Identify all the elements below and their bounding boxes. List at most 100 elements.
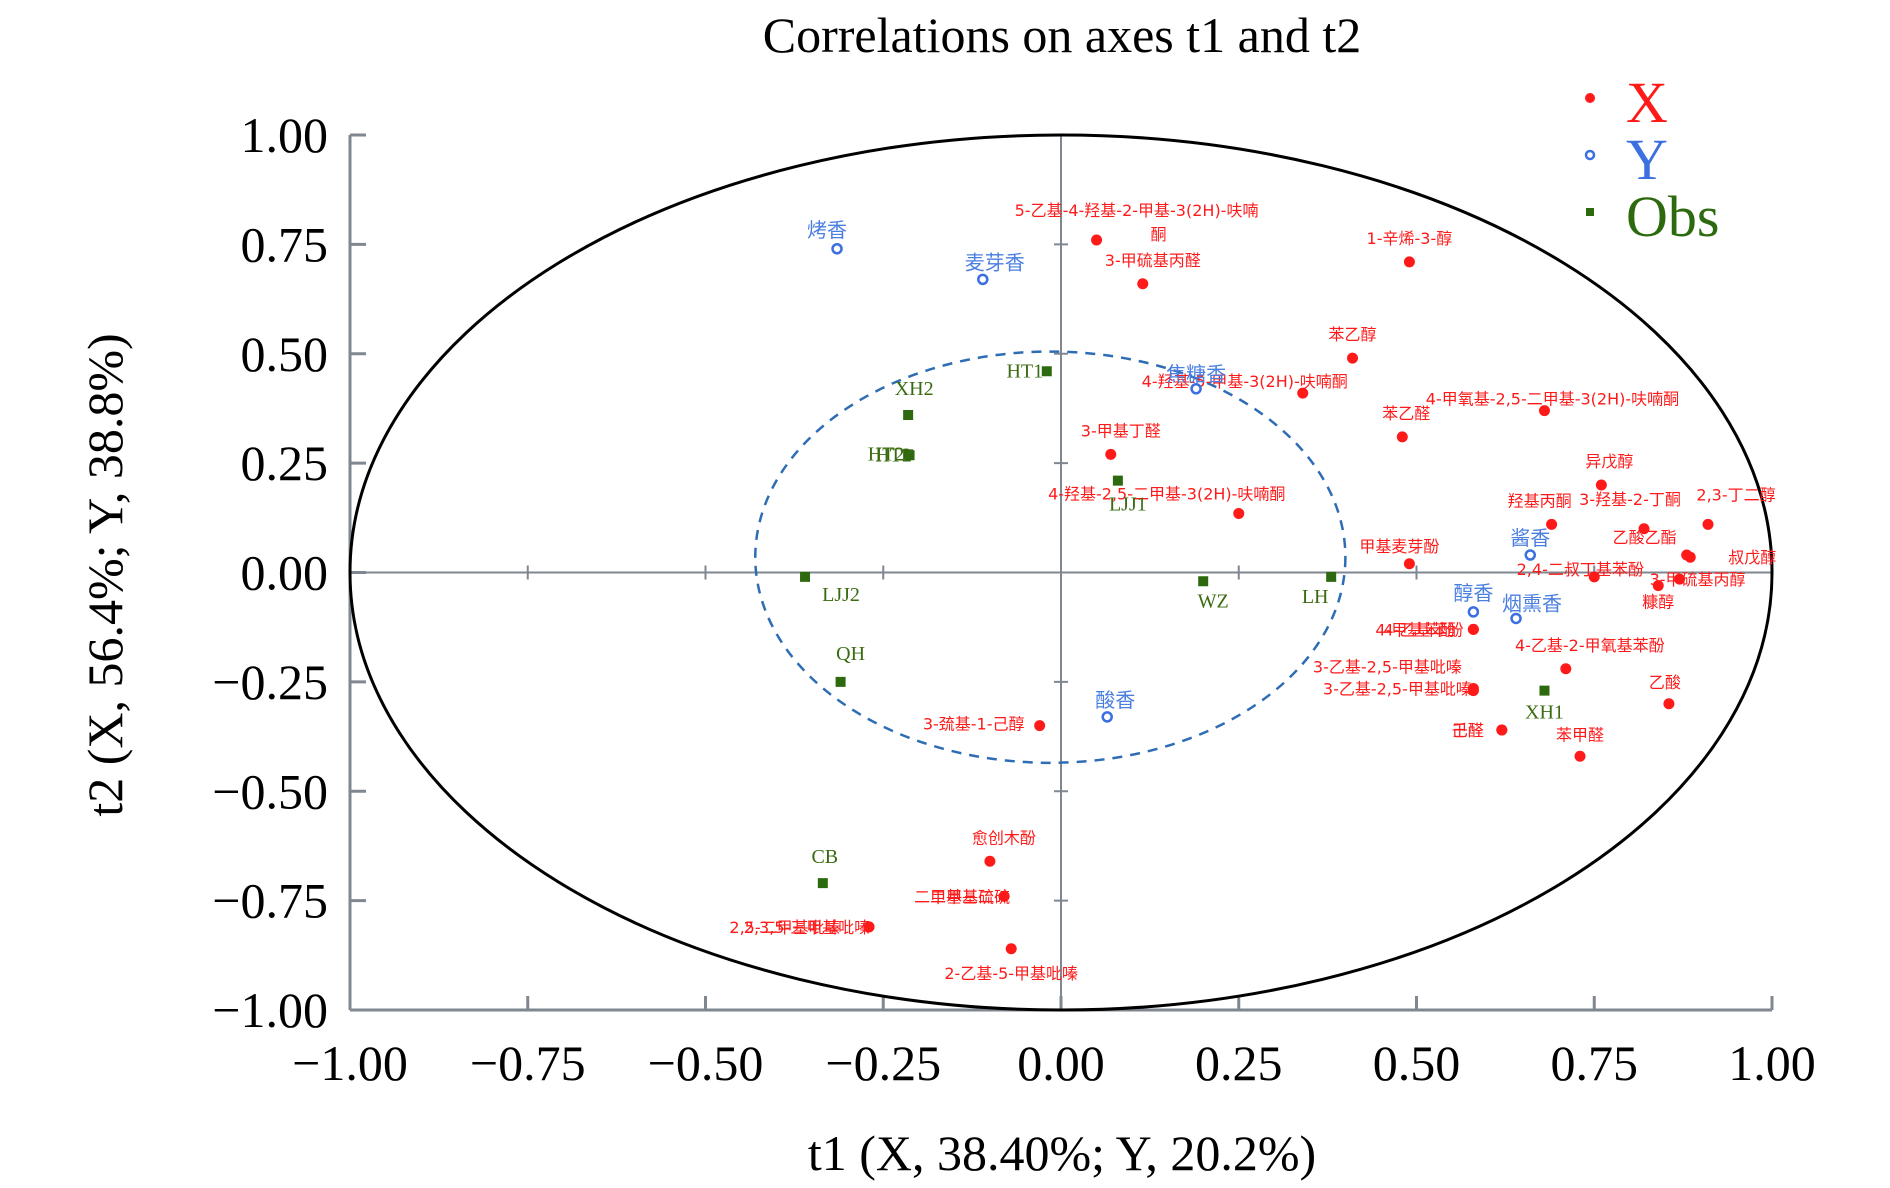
point-label: 2,3,5-三甲基吡嗪	[744, 918, 871, 937]
point-marker-x	[1233, 507, 1245, 519]
point-marker-x	[1467, 685, 1479, 697]
point-label: 愈创木酚	[972, 828, 1036, 847]
point-marker-x	[984, 855, 996, 867]
point-marker-obs	[1326, 571, 1337, 582]
point-marker-x	[1496, 724, 1508, 736]
point-marker-x	[998, 890, 1010, 902]
legend-label: Obs	[1626, 184, 1719, 249]
point-label: LH	[1302, 586, 1329, 608]
point-marker-x	[1702, 518, 1714, 530]
point-label: 烤香	[807, 218, 847, 242]
point-marker-obs	[817, 878, 828, 889]
point-marker-obs	[903, 410, 914, 420]
point-marker-y	[1524, 549, 1537, 561]
chart-title: Correlations on axes t1 and t2	[763, 7, 1362, 63]
point-label: 己醛	[1452, 721, 1484, 740]
point-label: 苯乙醇	[1329, 325, 1377, 344]
point-marker-y	[1510, 612, 1522, 625]
point-marker-x	[1663, 698, 1675, 710]
y-axis-title: t2 (X, 56.4%; Y, 38.8%)	[77, 333, 133, 816]
point-marker-x	[1684, 551, 1696, 563]
point-marker-x	[1674, 573, 1686, 585]
x-axis-title: t1 (X, 38.40%; Y, 20.2%)	[808, 1125, 1316, 1181]
point-marker-y	[977, 273, 989, 286]
point-label: HT2	[868, 443, 905, 465]
point-label: 酸香	[1095, 688, 1135, 712]
point-label: QH	[836, 643, 865, 665]
x-tick-label: 0.25	[1195, 1035, 1283, 1091]
point-label: 二甲基二硫	[930, 887, 1010, 906]
point-marker-obs	[904, 450, 915, 461]
point-label: 5-乙基-4-羟基-2-甲基-3(2H)-呋喃	[1015, 201, 1259, 220]
point-label: XH1	[1525, 702, 1564, 724]
y-tick-label: 1.00	[241, 107, 329, 163]
point-label: 1-辛烯-3-醇	[1367, 229, 1453, 248]
y-tick-label: 0.75	[241, 216, 329, 272]
point-marker-obs	[1112, 475, 1123, 486]
point-marker-x	[1574, 750, 1586, 762]
point-marker-obs	[800, 571, 811, 582]
point-label: 麦芽香	[965, 250, 1025, 274]
point-marker-y	[1467, 606, 1480, 618]
point-label: 醇香	[1453, 581, 1493, 605]
point-label: 3-甲硫基丙醇	[1650, 570, 1746, 589]
unit-circle	[348, 133, 1774, 1012]
x-tick-label: −0.25	[825, 1035, 941, 1091]
point-label: 3-乙基-2,5-甲基吡嗪	[1313, 657, 1462, 676]
point-label: 4-甲基苯酚	[1375, 620, 1455, 639]
point-label: 乙酸乙酯	[1613, 528, 1677, 547]
point-marker-x	[1396, 431, 1408, 443]
x-tick-label: 0.00	[1017, 1035, 1105, 1091]
point-label: 烟熏香	[1502, 591, 1562, 615]
point-marker-y	[1190, 383, 1202, 395]
y-tick-label: 0.50	[241, 326, 329, 382]
legend-label: Y	[1626, 127, 1668, 192]
point-marker-x	[1091, 234, 1103, 246]
point-marker-x	[863, 921, 875, 933]
point-label: 4-羟基-2,5-二甲基-3(2H)-呋喃酮	[1048, 484, 1285, 503]
point-label: 羟基丙酮	[1508, 491, 1572, 510]
point-marker-x	[1588, 571, 1600, 583]
point-label: 2,4-二叔丁基苯酚	[1517, 560, 1644, 579]
point-label: 4-乙基苯酚	[1383, 620, 1463, 639]
point-label: 3-羟基-2-丁酮	[1579, 490, 1681, 509]
point-marker-x	[1467, 623, 1479, 635]
point-label: 壬醛	[1452, 721, 1484, 740]
x-tick-label: 0.75	[1551, 1035, 1639, 1091]
point-marker-y	[831, 243, 843, 255]
point-marker-x	[1403, 256, 1415, 268]
series-x: 5-乙基-4-羟基-2-甲基-3(2H)-呋喃酮 1-辛烯-3-醇 3-甲硫基丙醛苯…	[729, 201, 1776, 983]
y-tick-label: −0.50	[212, 763, 328, 819]
point-label: CB	[811, 846, 838, 868]
point-marker-x	[1638, 523, 1650, 535]
point-label: 苯甲醛	[1556, 725, 1604, 744]
axes: −1.00 −0.75 −0.50 −0.25 0.00 0.25 0.50 0.75 1.00…	[212, 107, 1815, 1091]
point-marker-obs	[1539, 685, 1550, 696]
point-marker-x	[1538, 405, 1550, 417]
point-label: 3-乙基-2,5-甲基吡嗪	[1323, 680, 1472, 699]
point-label: WZ	[1198, 590, 1229, 612]
point-marker-obs	[1198, 576, 1209, 587]
inner-dashed-ellipse	[754, 350, 1347, 765]
point-label: 乙酸	[1649, 673, 1681, 692]
point-label: 苯乙醛	[1382, 404, 1430, 423]
point-marker-x	[1595, 479, 1607, 491]
point-label: 酮	[1151, 225, 1167, 244]
point-label: 3-巯基-1-己醇	[923, 715, 1025, 734]
point-marker-obs	[1041, 366, 1052, 377]
x-tick-label: 1.00	[1728, 1035, 1816, 1091]
point-label: 糠醇	[1642, 593, 1674, 612]
point-label: 二甲基三硫	[914, 887, 994, 906]
point-marker-x	[1652, 580, 1664, 592]
point-marker-x	[1005, 943, 1017, 955]
legend-marker-obs	[1586, 208, 1594, 216]
y-tick-label: 0.25	[241, 435, 329, 491]
point-marker-x	[1034, 720, 1046, 732]
y-tick-label: −0.25	[212, 654, 328, 710]
point-label: 焦糖香	[1166, 362, 1226, 386]
legend-marker-y	[1584, 149, 1596, 161]
legend-marker-x	[1585, 93, 1595, 103]
point-marker-x	[1347, 352, 1359, 364]
